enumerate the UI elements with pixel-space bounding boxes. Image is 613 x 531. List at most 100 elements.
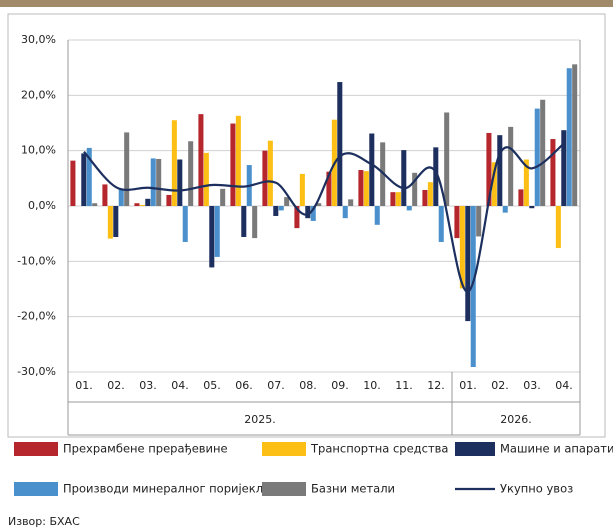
y-tick-label: 20,0% bbox=[21, 88, 56, 101]
bar bbox=[145, 198, 151, 206]
bar bbox=[555, 206, 561, 249]
x-tick-label: 06. bbox=[235, 379, 253, 392]
bar bbox=[203, 152, 209, 206]
bar bbox=[139, 204, 145, 206]
bar bbox=[220, 188, 226, 206]
bar bbox=[523, 159, 529, 206]
bar bbox=[284, 197, 290, 206]
bar bbox=[150, 158, 156, 206]
bar bbox=[278, 206, 284, 211]
x-tick-label: 01. bbox=[459, 379, 477, 392]
x-tick-label: 03. bbox=[139, 379, 157, 392]
bar bbox=[550, 139, 556, 206]
bar bbox=[529, 206, 535, 209]
bar bbox=[124, 132, 130, 206]
bar bbox=[177, 159, 183, 206]
legend-swatch bbox=[262, 482, 306, 496]
bar bbox=[188, 141, 194, 206]
x-tick-label: 04. bbox=[555, 379, 573, 392]
bar bbox=[156, 158, 162, 206]
legend-swatch bbox=[455, 442, 495, 456]
y-tick-label: -30,0% bbox=[17, 365, 56, 378]
legend-label: Укупно увоз bbox=[500, 482, 573, 496]
bar bbox=[171, 120, 177, 206]
bar bbox=[390, 192, 396, 206]
bar bbox=[486, 132, 492, 206]
x-tick-label: 07. bbox=[267, 379, 285, 392]
bar bbox=[572, 64, 578, 206]
x-tick-label: 01. bbox=[75, 379, 93, 392]
bar bbox=[182, 206, 188, 242]
x-tick-label: 10. bbox=[363, 379, 381, 392]
bar bbox=[427, 182, 433, 206]
x-tick-label: 08. bbox=[299, 379, 317, 392]
bar bbox=[348, 199, 354, 206]
bar bbox=[241, 206, 247, 237]
bar bbox=[70, 160, 76, 206]
line bbox=[83, 142, 565, 293]
bar bbox=[273, 206, 279, 216]
bar bbox=[316, 203, 322, 206]
legend-swatch bbox=[14, 482, 58, 496]
bar bbox=[358, 170, 364, 206]
bar bbox=[470, 206, 476, 368]
bar bbox=[476, 206, 482, 237]
bar bbox=[540, 99, 546, 206]
bar bbox=[454, 206, 460, 239]
bar bbox=[252, 206, 258, 239]
bar bbox=[518, 189, 524, 206]
bar bbox=[465, 206, 471, 322]
bar bbox=[412, 172, 418, 206]
bar bbox=[401, 150, 407, 206]
bar bbox=[134, 203, 140, 206]
bar bbox=[491, 162, 497, 206]
x-tick-label: 11. bbox=[395, 379, 413, 392]
bar bbox=[92, 203, 98, 206]
x-tick-label: 05. bbox=[203, 379, 221, 392]
x-group-label: 2026. bbox=[500, 413, 532, 426]
legend-swatch bbox=[14, 442, 58, 456]
y-tick-label: -20,0% bbox=[17, 310, 56, 323]
top-band bbox=[0, 0, 613, 7]
bar bbox=[113, 206, 119, 237]
x-tick-label: 12. bbox=[427, 379, 445, 392]
bar bbox=[342, 206, 348, 219]
bar bbox=[102, 184, 108, 206]
bar bbox=[502, 206, 508, 213]
x-group-label: 2025. bbox=[244, 413, 276, 426]
bar bbox=[459, 206, 465, 289]
bar bbox=[86, 147, 92, 206]
bar bbox=[294, 206, 300, 229]
bar bbox=[267, 140, 273, 206]
bar bbox=[299, 173, 305, 206]
bar bbox=[337, 82, 343, 206]
bar bbox=[209, 206, 215, 268]
bar bbox=[198, 114, 204, 206]
x-tick-label: 04. bbox=[171, 379, 189, 392]
bar bbox=[508, 126, 514, 206]
bar bbox=[326, 171, 332, 206]
bar bbox=[305, 206, 311, 219]
bar bbox=[444, 112, 450, 206]
bar bbox=[369, 133, 375, 206]
x-tick-label: 02. bbox=[491, 379, 509, 392]
bar bbox=[395, 192, 401, 206]
bar bbox=[534, 108, 540, 206]
bar bbox=[235, 115, 241, 206]
bar bbox=[214, 206, 220, 257]
bar bbox=[406, 206, 412, 211]
bar bbox=[310, 206, 316, 221]
bar bbox=[81, 153, 87, 206]
legend-label: Прехрамбене прерађевине bbox=[63, 442, 228, 456]
y-tick-label: 10,0% bbox=[21, 144, 56, 157]
y-tick-label: 30,0% bbox=[21, 33, 56, 46]
bar bbox=[230, 123, 236, 206]
y-tick-label: -10,0% bbox=[17, 254, 56, 267]
legend-label: Базни метали bbox=[311, 482, 395, 496]
x-tick-label: 09. bbox=[331, 379, 349, 392]
x-tick-label: 02. bbox=[107, 379, 125, 392]
bar bbox=[118, 189, 124, 206]
bar bbox=[497, 135, 503, 206]
legend-label: Транспортна средства bbox=[310, 442, 448, 456]
